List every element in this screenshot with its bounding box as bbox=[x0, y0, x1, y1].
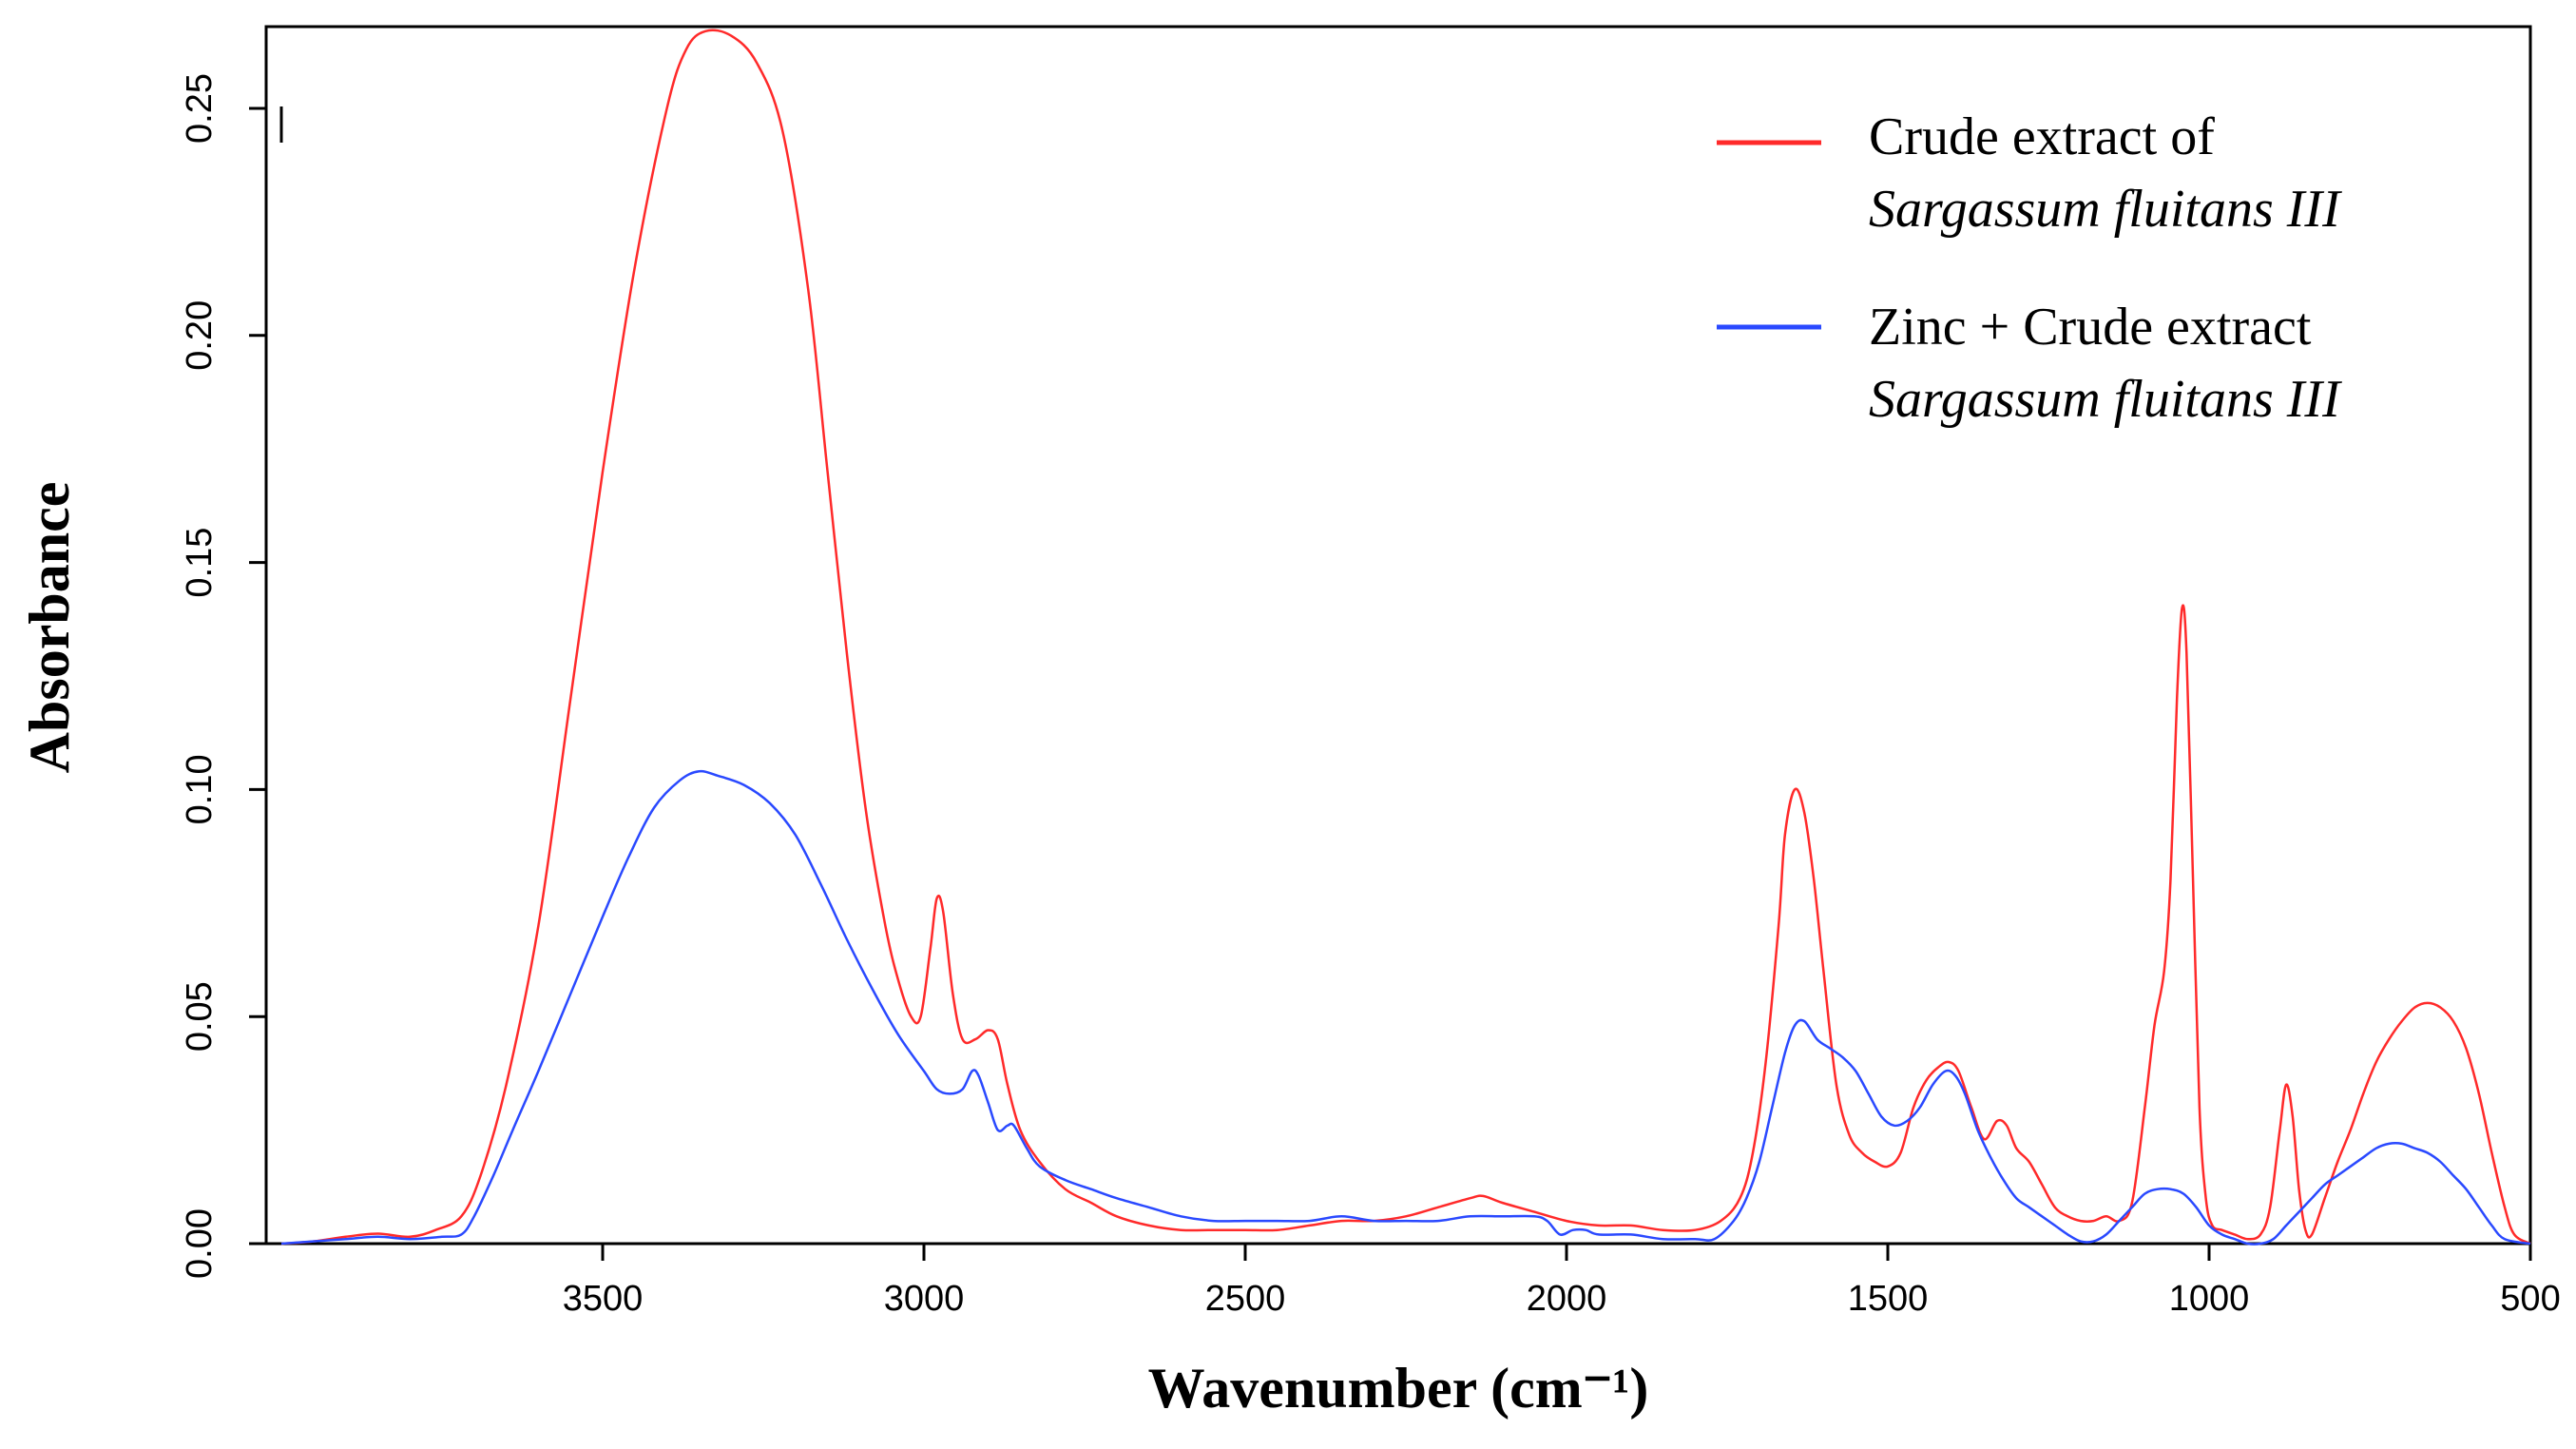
y-tick-label: 0.05 bbox=[180, 981, 220, 1052]
y-tick-label: 0.15 bbox=[180, 528, 220, 598]
y-tick-label: 0.00 bbox=[180, 1208, 220, 1279]
x-tick-label: 2000 bbox=[1527, 1279, 1607, 1319]
x-axis-title: Wavenumber (cm⁻¹) bbox=[1148, 1357, 1649, 1420]
y-tick-label: 0.25 bbox=[180, 73, 220, 144]
x-tick-label: 1500 bbox=[1848, 1279, 1929, 1319]
x-tick-label: 500 bbox=[2500, 1279, 2560, 1319]
legend: Crude extract of Sargassum fluitans III … bbox=[1717, 107, 2342, 429]
series-zinc-crude-extract-line bbox=[280, 769, 2531, 1246]
legend-label-zinc-line2: Sargassum fluitans III bbox=[1869, 370, 2342, 429]
x-tick-label: 3000 bbox=[884, 1279, 965, 1319]
y-axis-title: Absorbance bbox=[18, 482, 81, 774]
legend-label-crude-line1: Crude extract of bbox=[1869, 107, 2215, 166]
x-tick-label: 1000 bbox=[2169, 1279, 2250, 1319]
plot-area-border bbox=[264, 25, 2532, 1246]
y-axis: 0.00 0.05 0.10 0.15 0.20 0.25 bbox=[180, 73, 266, 1279]
series-crude-extract-line bbox=[280, 29, 2531, 1246]
legend-label-crude-line2: Sargassum fluitans III bbox=[1869, 180, 2342, 239]
x-tick-label: 3500 bbox=[563, 1279, 644, 1319]
legend-label-zinc-line1: Zinc + Crude extract bbox=[1869, 298, 2312, 357]
y-tick-label: 0.10 bbox=[180, 754, 220, 824]
series-layer bbox=[280, 29, 2531, 1246]
x-tick-label: 2500 bbox=[1205, 1279, 1286, 1319]
x-axis: 3500 3000 2500 2000 1500 1000 500 bbox=[563, 1244, 2561, 1319]
y-tick-label: 0.20 bbox=[180, 300, 220, 371]
